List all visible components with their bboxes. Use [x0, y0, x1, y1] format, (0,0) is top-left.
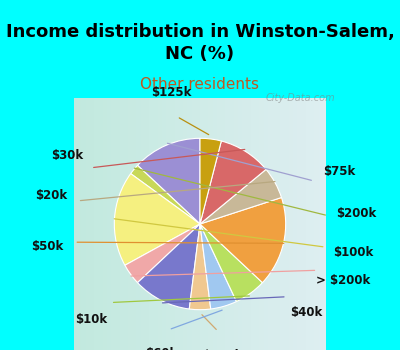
Wedge shape — [125, 224, 200, 283]
Text: > $200k: > $200k — [316, 274, 370, 287]
Text: Income distribution in Winston-Salem,
NC (%): Income distribution in Winston-Salem, NC… — [6, 23, 394, 63]
Wedge shape — [131, 165, 200, 224]
Text: $10k: $10k — [75, 313, 107, 326]
Wedge shape — [138, 224, 200, 309]
Wedge shape — [189, 224, 211, 310]
Wedge shape — [200, 138, 221, 224]
Wedge shape — [200, 141, 266, 224]
Text: $125k: $125k — [152, 86, 192, 99]
Text: $20k: $20k — [35, 189, 67, 202]
Wedge shape — [200, 224, 262, 302]
Text: $40k: $40k — [290, 306, 322, 319]
Wedge shape — [200, 169, 282, 224]
Text: $60k: $60k — [146, 346, 178, 350]
Text: $30k: $30k — [51, 149, 83, 162]
Text: $150k: $150k — [202, 349, 242, 350]
Text: $50k: $50k — [31, 240, 63, 253]
Wedge shape — [114, 174, 200, 265]
Text: City-Data.com: City-Data.com — [266, 93, 336, 103]
Wedge shape — [200, 224, 236, 309]
Wedge shape — [200, 197, 286, 283]
Text: $200k: $200k — [336, 208, 376, 220]
Text: $75k: $75k — [323, 165, 355, 178]
Text: $100k: $100k — [333, 246, 373, 259]
Wedge shape — [138, 138, 200, 224]
Text: Other residents: Other residents — [140, 77, 260, 92]
